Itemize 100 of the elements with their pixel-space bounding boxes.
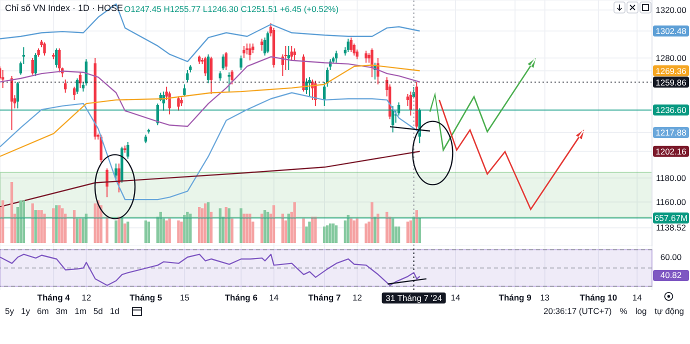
bar: [392, 218, 394, 243]
text: 3m: [56, 306, 68, 316]
text: %: [620, 306, 628, 316]
y-tick-label: 1202.16: [656, 146, 687, 157]
bar: [165, 220, 168, 243]
bar: [386, 212, 388, 243]
y-tick-label: 1280.00: [656, 52, 687, 63]
y-tick-label: 1217.88: [656, 128, 687, 138]
candlestick: [106, 168, 108, 198]
y-tick-label: 1302.48: [656, 26, 687, 36]
bar: [364, 223, 368, 243]
candlestick: [177, 96, 180, 112]
candlestick: [168, 91, 171, 115]
candlestick: [58, 48, 61, 73]
bar: [409, 220, 412, 243]
bar: [346, 214, 350, 243]
bar: [106, 216, 108, 243]
x-tick-label: Tháng 5: [130, 292, 162, 302]
text: 1y: [20, 306, 30, 316]
text: 60.00: [659, 252, 683, 264]
candlestick: [31, 57, 34, 76]
text: 1m: [74, 306, 86, 316]
text: 1d: [110, 306, 120, 316]
bar: [370, 202, 374, 243]
bar: [180, 222, 183, 243]
bar: [311, 216, 314, 243]
ref-line-label: 1259.86: [656, 77, 687, 88]
x-tick-label: Tháng 10: [580, 292, 618, 302]
bar: [120, 216, 124, 243]
bar: [228, 208, 230, 243]
bar: [34, 210, 37, 243]
text: 40.82: [653, 270, 689, 282]
bar: [308, 222, 311, 243]
bar: [114, 220, 118, 243]
bar: [263, 210, 266, 243]
bar: [144, 220, 148, 243]
candlestick: [72, 86, 76, 100]
bar: [266, 212, 270, 243]
text: 5d: [93, 306, 103, 316]
candlestick: [350, 37, 352, 52]
text: tự động: [654, 306, 684, 316]
bar: [246, 214, 248, 243]
bar: [356, 218, 358, 243]
bar: [210, 212, 213, 243]
candlestick: [368, 52, 370, 64]
ref-line-label: 657.67M: [654, 213, 688, 224]
bar: [242, 214, 246, 243]
candlestick: [114, 163, 118, 181]
candlestick: [406, 93, 410, 106]
y-tick-label: 1180.00: [656, 172, 686, 183]
x-tick-label: 12: [352, 292, 362, 302]
candlestick: [224, 51, 228, 70]
bar: [177, 220, 180, 243]
bar: [326, 225, 329, 243]
x-tick-label: Tháng 6: [224, 292, 258, 302]
bar: [22, 200, 26, 243]
bar: [31, 203, 34, 243]
x-tick-label: 14: [269, 292, 279, 302]
candlestick: [240, 55, 242, 70]
bar: [314, 216, 317, 243]
bar: [61, 208, 64, 243]
candlestick: [222, 54, 224, 70]
y-tick-label: 1320.00: [656, 4, 687, 15]
candlestick: [126, 141, 130, 160]
bar: [418, 218, 421, 243]
bar: [1, 200, 4, 243]
x-tick-label: 14: [632, 292, 642, 302]
bar: [287, 214, 290, 243]
x-tick-label: 13: [540, 292, 550, 302]
candlestick: [78, 72, 82, 88]
bar: [55, 205, 58, 243]
candlestick: [210, 56, 213, 94]
candlestick: [260, 38, 264, 52]
bar: [218, 208, 222, 243]
text: log: [635, 306, 647, 316]
bar: [415, 210, 418, 243]
bar: [350, 218, 352, 243]
bar: [186, 212, 189, 243]
candlestick: [409, 91, 412, 116]
candlestick: [34, 52, 37, 76]
ref-line-label: 1236.60: [656, 105, 687, 116]
candlestick: [55, 48, 58, 68]
bar: [37, 210, 40, 243]
bar: [84, 214, 88, 243]
x-tick-label: Tháng 7: [308, 292, 342, 302]
bar: [58, 205, 61, 243]
candlestick: [346, 38, 350, 52]
text: 20:36:17 (UTC+7): [543, 306, 612, 316]
bar: [94, 203, 96, 243]
ref-line-label: 31 Tháng 7 '24: [386, 293, 442, 304]
x-tick-label: Tháng 9: [498, 292, 532, 302]
candlestick: [118, 163, 120, 193]
candlestick: [76, 78, 79, 94]
bar: [159, 212, 162, 243]
bar: [40, 210, 43, 243]
x-tick-label: Tháng 4: [37, 292, 70, 302]
bar: [406, 222, 410, 243]
bar: [376, 214, 380, 243]
bar: [126, 222, 130, 243]
bar: [124, 223, 126, 243]
